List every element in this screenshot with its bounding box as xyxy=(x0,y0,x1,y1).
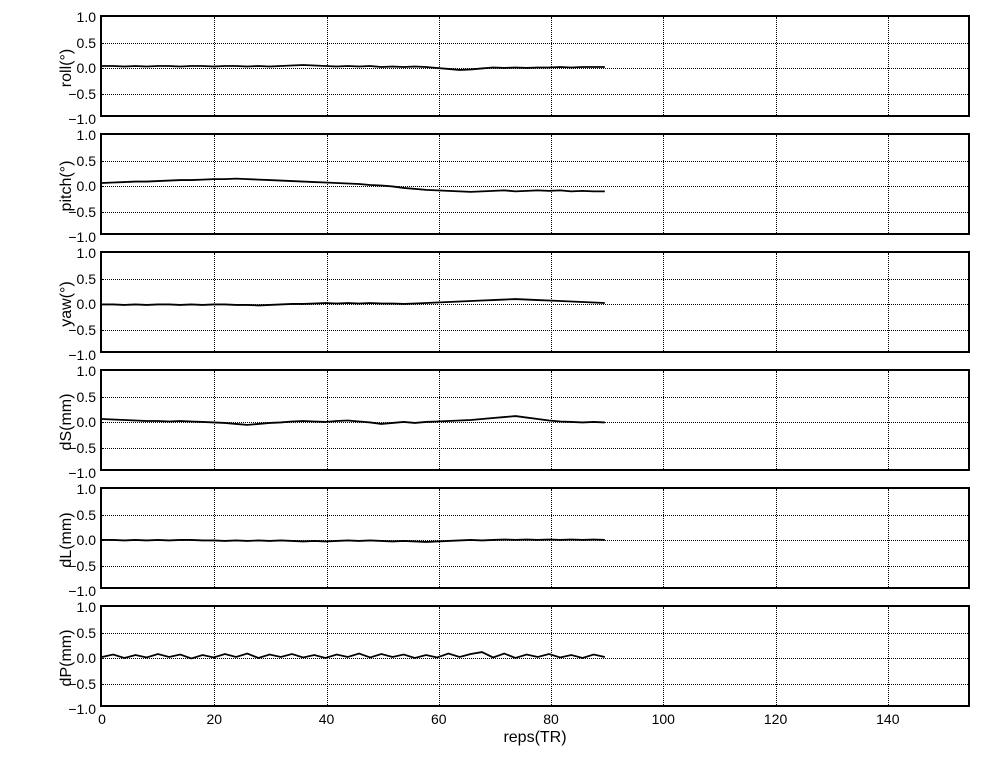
x-tick-label: 80 xyxy=(543,711,559,727)
panel-dlmm: −1.0−0.50.00.51.0dL(mm) xyxy=(100,487,970,589)
panel-dsmm: −1.0−0.50.00.51.0dS(mm) xyxy=(100,369,970,471)
y-tick-label: 0.5 xyxy=(77,507,96,523)
y-tick-label: −1.0 xyxy=(68,229,96,245)
y-tick-label: 0.5 xyxy=(77,153,96,169)
series-line xyxy=(102,253,968,351)
x-tick-label: 20 xyxy=(206,711,222,727)
series-line xyxy=(102,17,968,115)
motion-parameters-figure: −1.0−0.50.00.51.0roll(°) −1.0−0.50.00.51.… xyxy=(0,0,1000,781)
y-tick-label: 0.0 xyxy=(77,532,96,548)
y-tick-label: 0.5 xyxy=(77,271,96,287)
y-tick-label: 1.0 xyxy=(77,245,96,261)
y-axis-label: dP(mm) xyxy=(58,618,78,698)
series-line xyxy=(102,489,968,587)
y-tick-label: −1.0 xyxy=(68,347,96,363)
y-tick-label: 1.0 xyxy=(77,363,96,379)
y-tick-label: 0.0 xyxy=(77,296,96,312)
y-tick-label: −1.0 xyxy=(68,465,96,481)
y-tick-label: −1.0 xyxy=(68,111,96,127)
series-line xyxy=(102,607,968,705)
x-tick-label: 0 xyxy=(98,711,106,727)
y-tick-label: 0.5 xyxy=(77,35,96,51)
y-tick-label: 1.0 xyxy=(77,127,96,143)
x-tick-label: 140 xyxy=(876,711,899,727)
y-axis-label: pitch(°) xyxy=(58,146,78,226)
series-line xyxy=(102,371,968,469)
y-axis-label: dL(mm) xyxy=(58,500,78,580)
panel-roll: −1.0−0.50.00.51.0roll(°) xyxy=(100,15,970,117)
x-axis-label: reps(TR) xyxy=(102,729,968,747)
y-tick-label: −1.0 xyxy=(68,583,96,599)
x-tick-label: 60 xyxy=(431,711,447,727)
y-axis-label: yaw(°) xyxy=(58,264,78,344)
panel-pitch: −1.0−0.50.00.51.0pitch(°) xyxy=(100,133,970,235)
y-tick-label: 1.0 xyxy=(77,9,96,25)
y-tick-label: 0.0 xyxy=(77,650,96,666)
x-tick-label: 100 xyxy=(652,711,675,727)
panel-dpmm: −1.0−0.50.00.51.0dP(mm)02040608010012014… xyxy=(100,605,970,707)
y-tick-label: 0.0 xyxy=(77,60,96,76)
y-tick-label: 0.0 xyxy=(77,178,96,194)
x-tick-label: 120 xyxy=(764,711,787,727)
y-tick-label: 1.0 xyxy=(77,599,96,615)
x-tick-label: 40 xyxy=(319,711,335,727)
y-tick-label: 0.0 xyxy=(77,414,96,430)
y-tick-label: 0.5 xyxy=(77,389,96,405)
y-tick-label: 1.0 xyxy=(77,481,96,497)
y-axis-label: dS(mm) xyxy=(58,382,78,462)
y-tick-label: 0.5 xyxy=(77,625,96,641)
series-line xyxy=(102,135,968,233)
panel-yaw: −1.0−0.50.00.51.0yaw(°) xyxy=(100,251,970,353)
y-axis-label: roll(°) xyxy=(58,28,78,108)
y-tick-label: −1.0 xyxy=(68,701,96,717)
